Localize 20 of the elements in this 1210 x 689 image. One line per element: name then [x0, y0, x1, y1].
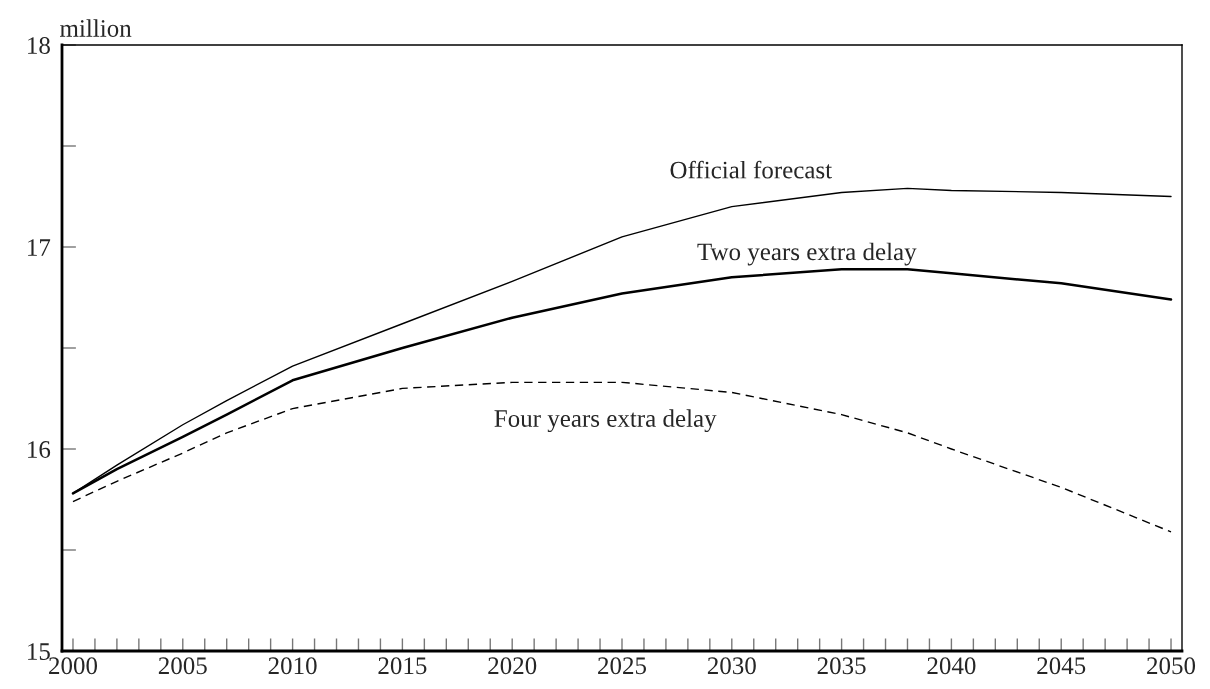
- y-tick-label: 15: [28, 643, 50, 660]
- x-tick-label: 2030: [707, 657, 756, 675]
- x-tick-label: 2015: [378, 657, 427, 675]
- annotation: Four years extra delay: [494, 409, 717, 433]
- x-tick-label: 2050: [1147, 657, 1196, 675]
- x-tick-label: 2020: [488, 657, 537, 675]
- line-series: [72, 381, 1172, 533]
- y-tick-label: 16: [28, 441, 51, 458]
- annotation: Two years extra delay: [697, 242, 917, 266]
- x-tick-label: 2045: [1037, 657, 1086, 675]
- x-tick-label: 2025: [598, 657, 647, 675]
- y-axis-title: million: [60, 19, 132, 37]
- x-tick-label: 2000: [49, 657, 98, 675]
- annotation: Official forecast: [670, 160, 832, 179]
- x-tick-label: 2040: [927, 657, 976, 675]
- y-tick-label: 17: [28, 239, 51, 256]
- x-tick-label: 2010: [268, 657, 317, 675]
- x-tick-label: 2005: [158, 657, 207, 675]
- x-tick-label: 2035: [817, 657, 866, 675]
- y-tick-label: 18: [28, 37, 50, 54]
